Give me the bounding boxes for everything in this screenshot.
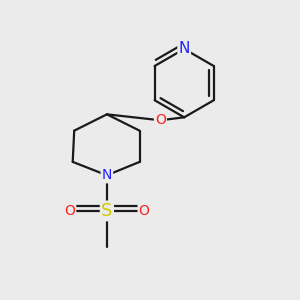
Text: O: O [139, 204, 149, 218]
Text: O: O [155, 113, 166, 127]
Text: N: N [102, 168, 112, 182]
Text: S: S [101, 202, 112, 220]
Text: N: N [178, 41, 190, 56]
Text: O: O [64, 204, 75, 218]
